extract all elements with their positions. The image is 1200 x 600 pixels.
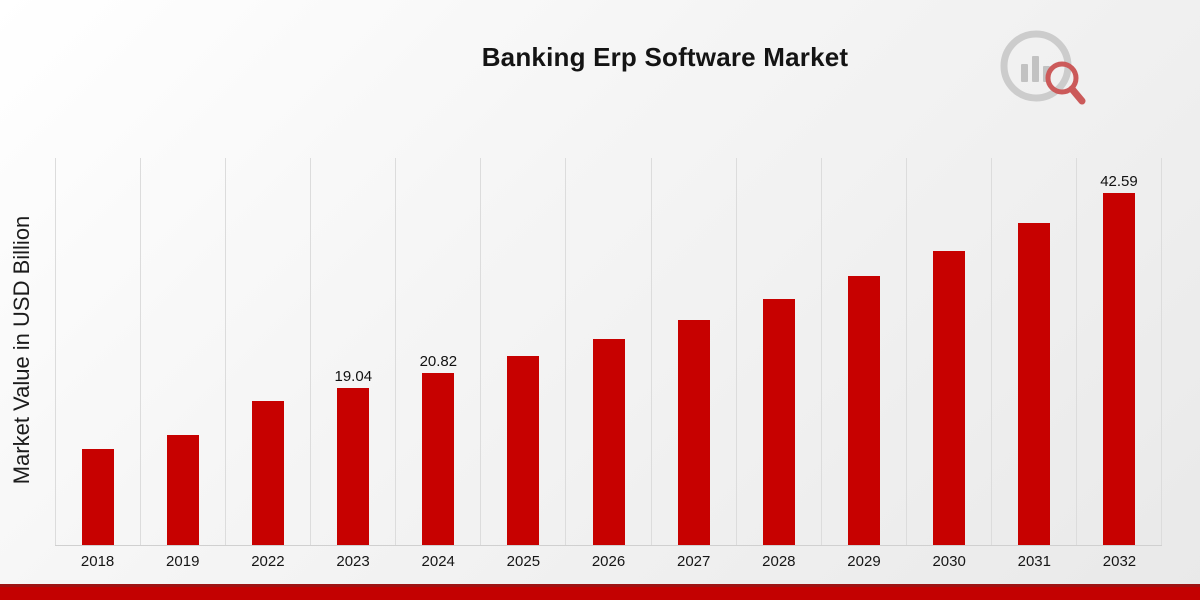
plot-area: 19.04 20.82 42.59 xyxy=(55,158,1163,546)
chart-title: Banking Erp Software Market xyxy=(481,42,849,72)
x-tick-2032: 2032 xyxy=(1102,552,1137,570)
x-tick-2031: 2031 xyxy=(1017,552,1051,570)
bar-column-2027 xyxy=(652,158,737,545)
bar-column-2022 xyxy=(226,158,312,545)
x-axis: 2018 2019 2022 2023 2024 2025 2026 2027 2028 2029… xyxy=(55,548,1162,574)
x-tick-2027: 2027 xyxy=(676,552,711,570)
bar-value-label-2024: 20.82 xyxy=(419,352,458,370)
bar-2023 xyxy=(337,387,370,545)
bar-value-label-2023: 19.04 xyxy=(334,367,373,385)
x-tick-2018: 2018 xyxy=(80,552,115,570)
bar-column-2029 xyxy=(822,158,907,545)
bar-column-2018 xyxy=(55,158,142,545)
bar-column-2028 xyxy=(737,158,822,545)
bar-2032 xyxy=(1102,192,1135,545)
bar-2018 xyxy=(82,449,115,545)
bar-2022 xyxy=(252,401,285,545)
bar-2029 xyxy=(847,276,880,545)
bar-chart-magnifier-logo-icon xyxy=(994,26,1090,114)
bar-column-2019 xyxy=(141,158,227,545)
bar-column-2023: 19.04 xyxy=(311,158,397,545)
bar-2025 xyxy=(507,356,540,545)
bar-column-2031 xyxy=(992,158,1077,545)
bar-2026 xyxy=(592,339,625,545)
bar-2030 xyxy=(932,250,965,545)
x-tick-2030: 2030 xyxy=(932,552,966,570)
x-tick-2023: 2023 xyxy=(336,552,370,570)
bar-column-2026 xyxy=(566,158,652,545)
bar-value-label-2032: 42.59 xyxy=(1100,172,1138,190)
x-tick-2029: 2029 xyxy=(847,552,881,570)
bar-column-2025 xyxy=(481,158,567,545)
bar-column-2024: 20.82 xyxy=(396,158,482,545)
y-axis-label: Market Value in USD Billion xyxy=(9,215,34,485)
bar-column-2032: 42.59 xyxy=(1077,158,1163,545)
x-tick-2022: 2022 xyxy=(251,552,285,570)
bar-column-2030 xyxy=(907,158,992,545)
x-tick-2019: 2019 xyxy=(166,552,200,570)
x-tick-2028: 2028 xyxy=(762,552,796,570)
bar-2031 xyxy=(1017,223,1050,545)
bar-2024 xyxy=(422,372,455,545)
x-tick-2024: 2024 xyxy=(421,552,455,570)
bar-2019 xyxy=(167,435,200,545)
x-tick-2026: 2026 xyxy=(591,552,626,570)
bar-2027 xyxy=(677,320,710,545)
bar-2028 xyxy=(762,298,795,545)
x-tick-2025: 2025 xyxy=(506,552,541,570)
footer-accent-band xyxy=(0,584,1200,600)
